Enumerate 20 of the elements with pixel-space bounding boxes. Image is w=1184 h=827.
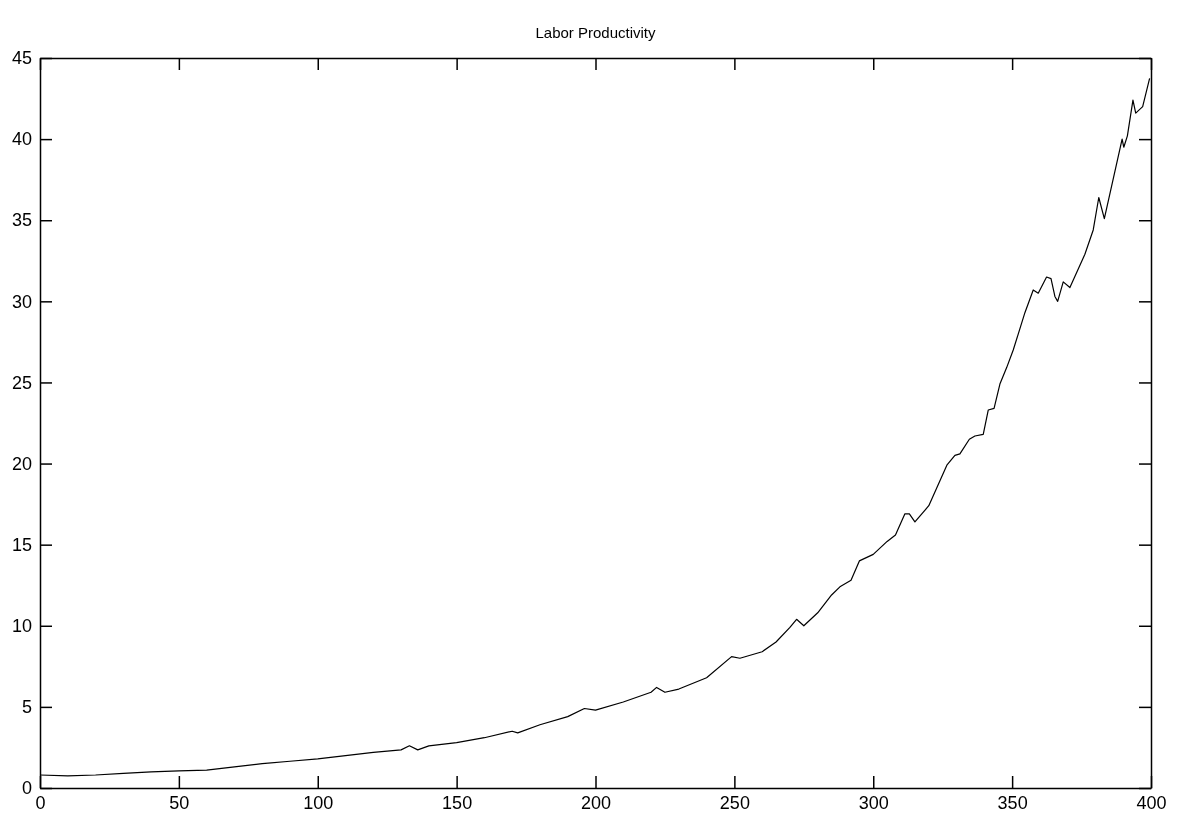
x-tick-label: 50 [169, 792, 190, 813]
y-tick-label: 45 [11, 48, 32, 69]
x-tick-label: 100 [303, 792, 334, 813]
y-tick-label: 10 [11, 616, 32, 637]
y-tick-label: 40 [11, 129, 32, 150]
y-tick-label: 0 [21, 778, 32, 799]
x-tick-label: 250 [719, 792, 750, 813]
y-tick-label: 5 [21, 697, 32, 718]
y-tick-label: 20 [11, 453, 32, 474]
y-tick-label: 25 [11, 372, 32, 393]
x-tick-label: 350 [997, 792, 1028, 813]
y-tick-label: 35 [11, 210, 32, 231]
chart-title: Labor Productivity [535, 24, 657, 41]
x-tick-label: 150 [442, 792, 473, 813]
x-tick-label: 200 [580, 792, 612, 813]
x-tick-label: 300 [858, 792, 889, 813]
x-tick-label: 400 [1136, 792, 1167, 813]
y-tick-label: 15 [11, 534, 32, 555]
x-tick-label: 0 [35, 792, 46, 813]
y-tick-label: 30 [11, 291, 32, 312]
